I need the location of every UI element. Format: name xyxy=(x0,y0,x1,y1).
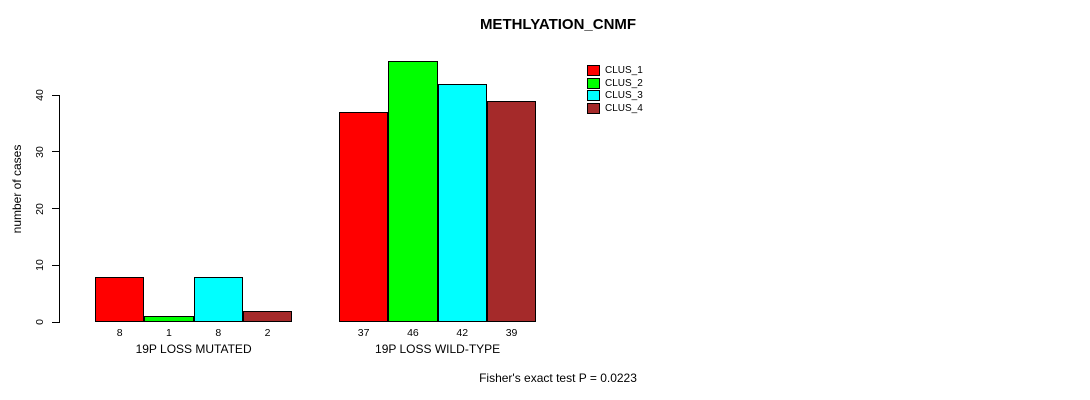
bar-value-label: 37 xyxy=(357,327,370,339)
bar-value-label: 42 xyxy=(456,327,469,339)
y-tick-label: 40 xyxy=(34,89,46,102)
bar xyxy=(193,276,243,322)
y-tick-mark xyxy=(52,151,60,153)
legend-swatch xyxy=(587,77,600,89)
y-tick-mark xyxy=(52,264,60,266)
legend-item: CLUS_2 xyxy=(587,77,643,89)
bar xyxy=(486,100,537,322)
legend-swatch xyxy=(587,65,600,76)
legend-label: CLUS_2 xyxy=(605,77,643,89)
legend-item: CLUS_4 xyxy=(587,102,643,114)
y-axis-label: number of cases xyxy=(10,144,24,234)
legend-item: CLUS_3 xyxy=(587,90,643,101)
bar xyxy=(242,310,293,322)
bar-value-label: 39 xyxy=(505,327,518,339)
bar-value-label: 2 xyxy=(264,327,271,339)
bar-value-label: 1 xyxy=(166,327,172,339)
y-tick-mark xyxy=(52,94,60,96)
legend-label: CLUS_3 xyxy=(605,90,643,101)
bar-value-label: 8 xyxy=(215,327,222,339)
y-tick-label: 20 xyxy=(34,202,46,215)
y-tick-label: 0 xyxy=(34,319,46,325)
bar xyxy=(144,316,194,322)
group-label: 19P LOSS WILD-TYPE xyxy=(375,342,501,356)
bar xyxy=(339,112,389,322)
bar xyxy=(388,61,438,322)
bar xyxy=(95,276,145,322)
bar-value-label: 46 xyxy=(407,327,419,339)
bar-value-label: 8 xyxy=(116,327,123,339)
legend: CLUS_1 CLUS_2 CLUS_3 CLUS_4 xyxy=(587,65,643,114)
y-tick-label: 30 xyxy=(34,146,46,158)
legend-label: CLUS_1 xyxy=(605,65,643,76)
group-label: 19P LOSS MUTATED xyxy=(135,342,252,356)
y-tick-mark xyxy=(52,208,60,210)
legend-swatch xyxy=(587,90,600,101)
legend-label: CLUS_4 xyxy=(605,102,643,114)
y-tick-mark xyxy=(52,321,60,323)
chart-title: METHLYATION_CNMF xyxy=(479,16,637,33)
bar xyxy=(437,83,487,322)
legend-swatch xyxy=(587,102,600,114)
legend-item: CLUS_1 xyxy=(587,65,643,76)
y-tick-label: 10 xyxy=(34,259,46,272)
annotation-text: Fisher's exact test P = 0.0223 xyxy=(479,371,637,385)
